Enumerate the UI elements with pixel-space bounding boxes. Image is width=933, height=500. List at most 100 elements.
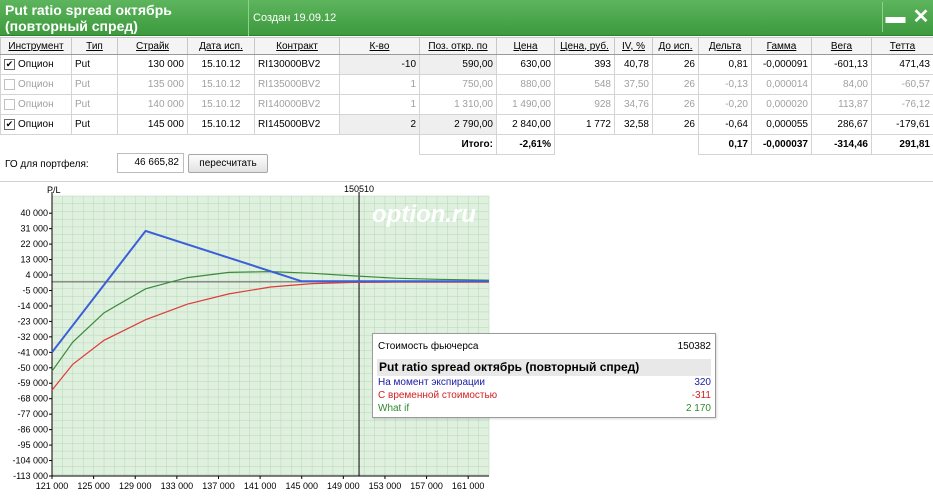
tooltip-whatif-label: What if <box>378 403 410 414</box>
checkbox-checked-icon[interactable]: ✔ <box>4 118 15 130</box>
recalculate-button[interactable]: пересчитать <box>188 154 268 173</box>
close-button[interactable]: ✕ <box>912 6 930 28</box>
col-header-theta[interactable]: Тетта <box>871 37 933 55</box>
col-header-price-rub[interactable]: Цена, руб. <box>554 37 615 55</box>
col-header-contract[interactable]: Контракт <box>254 37 340 55</box>
x-tick-label: 149 000 <box>327 481 360 491</box>
checkbox-checked-icon[interactable]: ✔ <box>4 58 15 70</box>
cell-gamma: 0,000055 <box>751 114 812 135</box>
cell-vega: -601,13 <box>811 54 872 75</box>
cell-date: 15.10.12 <box>187 54 255 75</box>
cell-open-input[interactable]: 750,00 <box>419 74 497 95</box>
instrument-label: Опцион <box>18 59 54 71</box>
tooltip-timevalue-label: С временной стоимостью <box>378 390 498 401</box>
cell-theta: -60,57 <box>871 74 933 95</box>
y-tick-label: -14 000 <box>17 301 48 311</box>
cell-type: Put <box>71 74 118 95</box>
cell-contract: RI145000BV2 <box>254 114 340 135</box>
y-tick-label: 31 000 <box>20 224 48 234</box>
col-header-type[interactable]: Тип <box>71 37 118 55</box>
col-header-qty[interactable]: К-во <box>339 37 420 55</box>
instrument-label: Опцион <box>18 99 54 111</box>
cell-delta: 0,81 <box>698 54 752 75</box>
watermark-text: option.ru <box>372 201 476 228</box>
series-line-expiration <box>51 229 489 353</box>
col-header-instrument[interactable]: Инструмент <box>0 37 72 55</box>
col-header-gamma[interactable]: Гамма <box>751 37 812 55</box>
cell-delta: -0,13 <box>698 74 752 95</box>
cell-open-input[interactable]: 1 310,00 <box>419 94 497 115</box>
cell-price: 880,00 <box>496 74 555 95</box>
y-tick-label: 22 000 <box>20 239 48 249</box>
cell-open-input[interactable]: 590,00 <box>419 54 497 75</box>
window-titlebar: Put ratio spread октябрь (повторный спре… <box>0 0 933 36</box>
table-row: ✔ Опцион Put 145 000 15.10.12 RI145000BV2… <box>0 114 933 135</box>
go-value-field[interactable]: 46 665,82 <box>117 153 184 173</box>
y-tick-label: -41 000 <box>17 347 48 357</box>
y-tick-label: -104 000 <box>12 456 48 466</box>
futures-price-value: 150382 <box>677 341 711 352</box>
x-tick-label: 161 000 <box>452 481 485 491</box>
y-tick-label: -77 000 <box>17 409 48 419</box>
table-row: Опцион Put 140 000 15.10.12 RI140000BV2 … <box>0 94 933 115</box>
y-tick-label: -59 000 <box>17 378 48 388</box>
cell-gamma: -0,000091 <box>751 54 812 75</box>
pl-chart[interactable]: option.ru P/L 40 000 31 000 22 000 13 000 4 00… <box>0 182 500 500</box>
x-tick-label: 145 000 <box>285 481 318 491</box>
y-tick-label: -86 000 <box>17 425 48 435</box>
cell-delta: -0,20 <box>698 94 752 115</box>
total-row: Итого: -2,61% 0,17 -0,000037 -314,46 291… <box>1 134 933 155</box>
x-tick-label: 129 000 <box>119 481 152 491</box>
checkbox-unchecked-icon[interactable] <box>4 78 15 90</box>
cell-price: 1 490,00 <box>496 94 555 115</box>
x-tick-label: 141 000 <box>244 481 277 491</box>
x-tick-label: 133 000 <box>161 481 194 491</box>
table-header-row: Инструмент Тип Страйк Дата исп. Контракт… <box>0 37 933 55</box>
tooltip-title: Put ratio spread октябрь (повторный спре… <box>377 359 711 376</box>
cell-qty-input[interactable]: -10 <box>339 54 420 75</box>
col-header-iv[interactable]: IV, % <box>614 37 653 55</box>
col-header-date[interactable]: Дата исп. <box>187 37 255 55</box>
instrument-label: Опцион <box>18 79 54 91</box>
cell-qty-input[interactable]: 1 <box>339 94 420 115</box>
col-header-days[interactable]: До исп. <box>652 37 699 55</box>
minimize-button[interactable]: ▬ <box>882 2 908 32</box>
col-header-delta[interactable]: Дельта <box>698 37 752 55</box>
total-pct: -2,61% <box>496 134 555 155</box>
col-header-open[interactable]: Поз. откр. по <box>419 37 497 55</box>
checkbox-unchecked-icon[interactable] <box>4 98 15 110</box>
instrument-label: Опцион <box>18 119 54 131</box>
positions-table: Инструмент Тип Страйк Дата исп. Контракт… <box>0 37 933 155</box>
window-title-line1: Put ratio spread октябрь <box>5 2 172 18</box>
cell-date: 15.10.12 <box>187 94 255 115</box>
cell-qty-input[interactable]: 1 <box>339 74 420 95</box>
y-tick-label: 4 000 <box>25 270 48 280</box>
cell-instrument: ✔ Опцион <box>0 54 72 75</box>
cell-qty-input[interactable]: 2 <box>339 114 420 135</box>
cell-strike: 135 000 <box>117 74 188 95</box>
cell-strike: 145 000 <box>117 114 188 135</box>
total-spacer <box>1 135 420 155</box>
col-header-strike[interactable]: Страйк <box>117 37 188 55</box>
cell-theta: -179,61 <box>871 114 933 135</box>
y-tick-label: -95 000 <box>17 440 48 450</box>
cell-type: Put <box>71 94 118 115</box>
window-title: Put ratio spread октябрь (повторный спре… <box>5 2 245 34</box>
chart-tooltip: Стоимость фьючерса 150382 Put ratio spre… <box>372 333 716 418</box>
cell-date: 15.10.12 <box>187 74 255 95</box>
total-theta: 291,81 <box>871 134 933 155</box>
y-tick-label: -68 000 <box>17 394 48 404</box>
cell-gamma: 0,000014 <box>751 74 812 95</box>
col-header-price[interactable]: Цена <box>496 37 555 55</box>
y-tick-label: 13 000 <box>20 255 48 265</box>
y-tick-label: -50 000 <box>17 363 48 373</box>
y-axis-label: P/L <box>47 185 61 195</box>
x-tick-label: 121 000 <box>36 481 69 491</box>
cell-price: 630,00 <box>496 54 555 75</box>
cell-open-input[interactable]: 2 790,00 <box>419 114 497 135</box>
tooltip-expiration-label: На момент экспирации <box>378 377 485 388</box>
title-separator <box>248 0 249 36</box>
col-header-vega[interactable]: Вега <box>811 37 872 55</box>
cell-gamma: 0,000020 <box>751 94 812 115</box>
x-tick-label: 125 000 <box>77 481 110 491</box>
